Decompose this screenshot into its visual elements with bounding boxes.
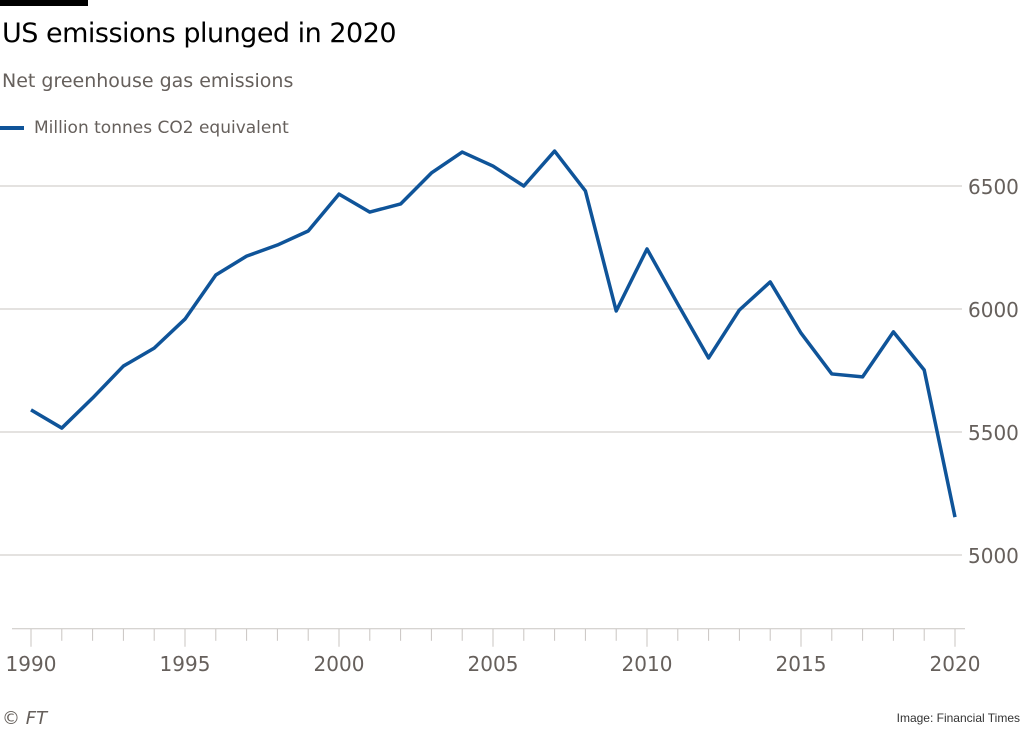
x-tick-label: 1990 — [6, 652, 57, 676]
legend-swatch — [0, 126, 24, 130]
ft-top-bar — [0, 0, 88, 6]
legend-label: Million tonnes CO2 equivalent — [34, 118, 289, 138]
x-tick-label: 2000 — [314, 652, 365, 676]
y-tick-label: 6500 — [968, 175, 1019, 199]
series-line — [30, 149, 957, 518]
legend: Million tonnes CO2 equivalent — [0, 118, 289, 138]
x-tick-label: 2005 — [468, 652, 519, 676]
x-tick-label: 1995 — [160, 652, 211, 676]
ft-copyright: © FT — [2, 708, 48, 729]
chart-title: US emissions plunged in 2020 — [2, 18, 397, 49]
chart-subtitle: Net greenhouse gas emissions — [2, 70, 294, 92]
x-tick-label: 2010 — [622, 652, 673, 676]
x-tick-label: 2015 — [776, 652, 827, 676]
y-tick-label: 5500 — [968, 421, 1019, 445]
y-tick-label: 5000 — [968, 544, 1019, 568]
image-credit: Image: Financial Times — [896, 711, 1020, 725]
y-tick-label: 6000 — [968, 298, 1019, 322]
x-tick-label: 2020 — [930, 652, 981, 676]
